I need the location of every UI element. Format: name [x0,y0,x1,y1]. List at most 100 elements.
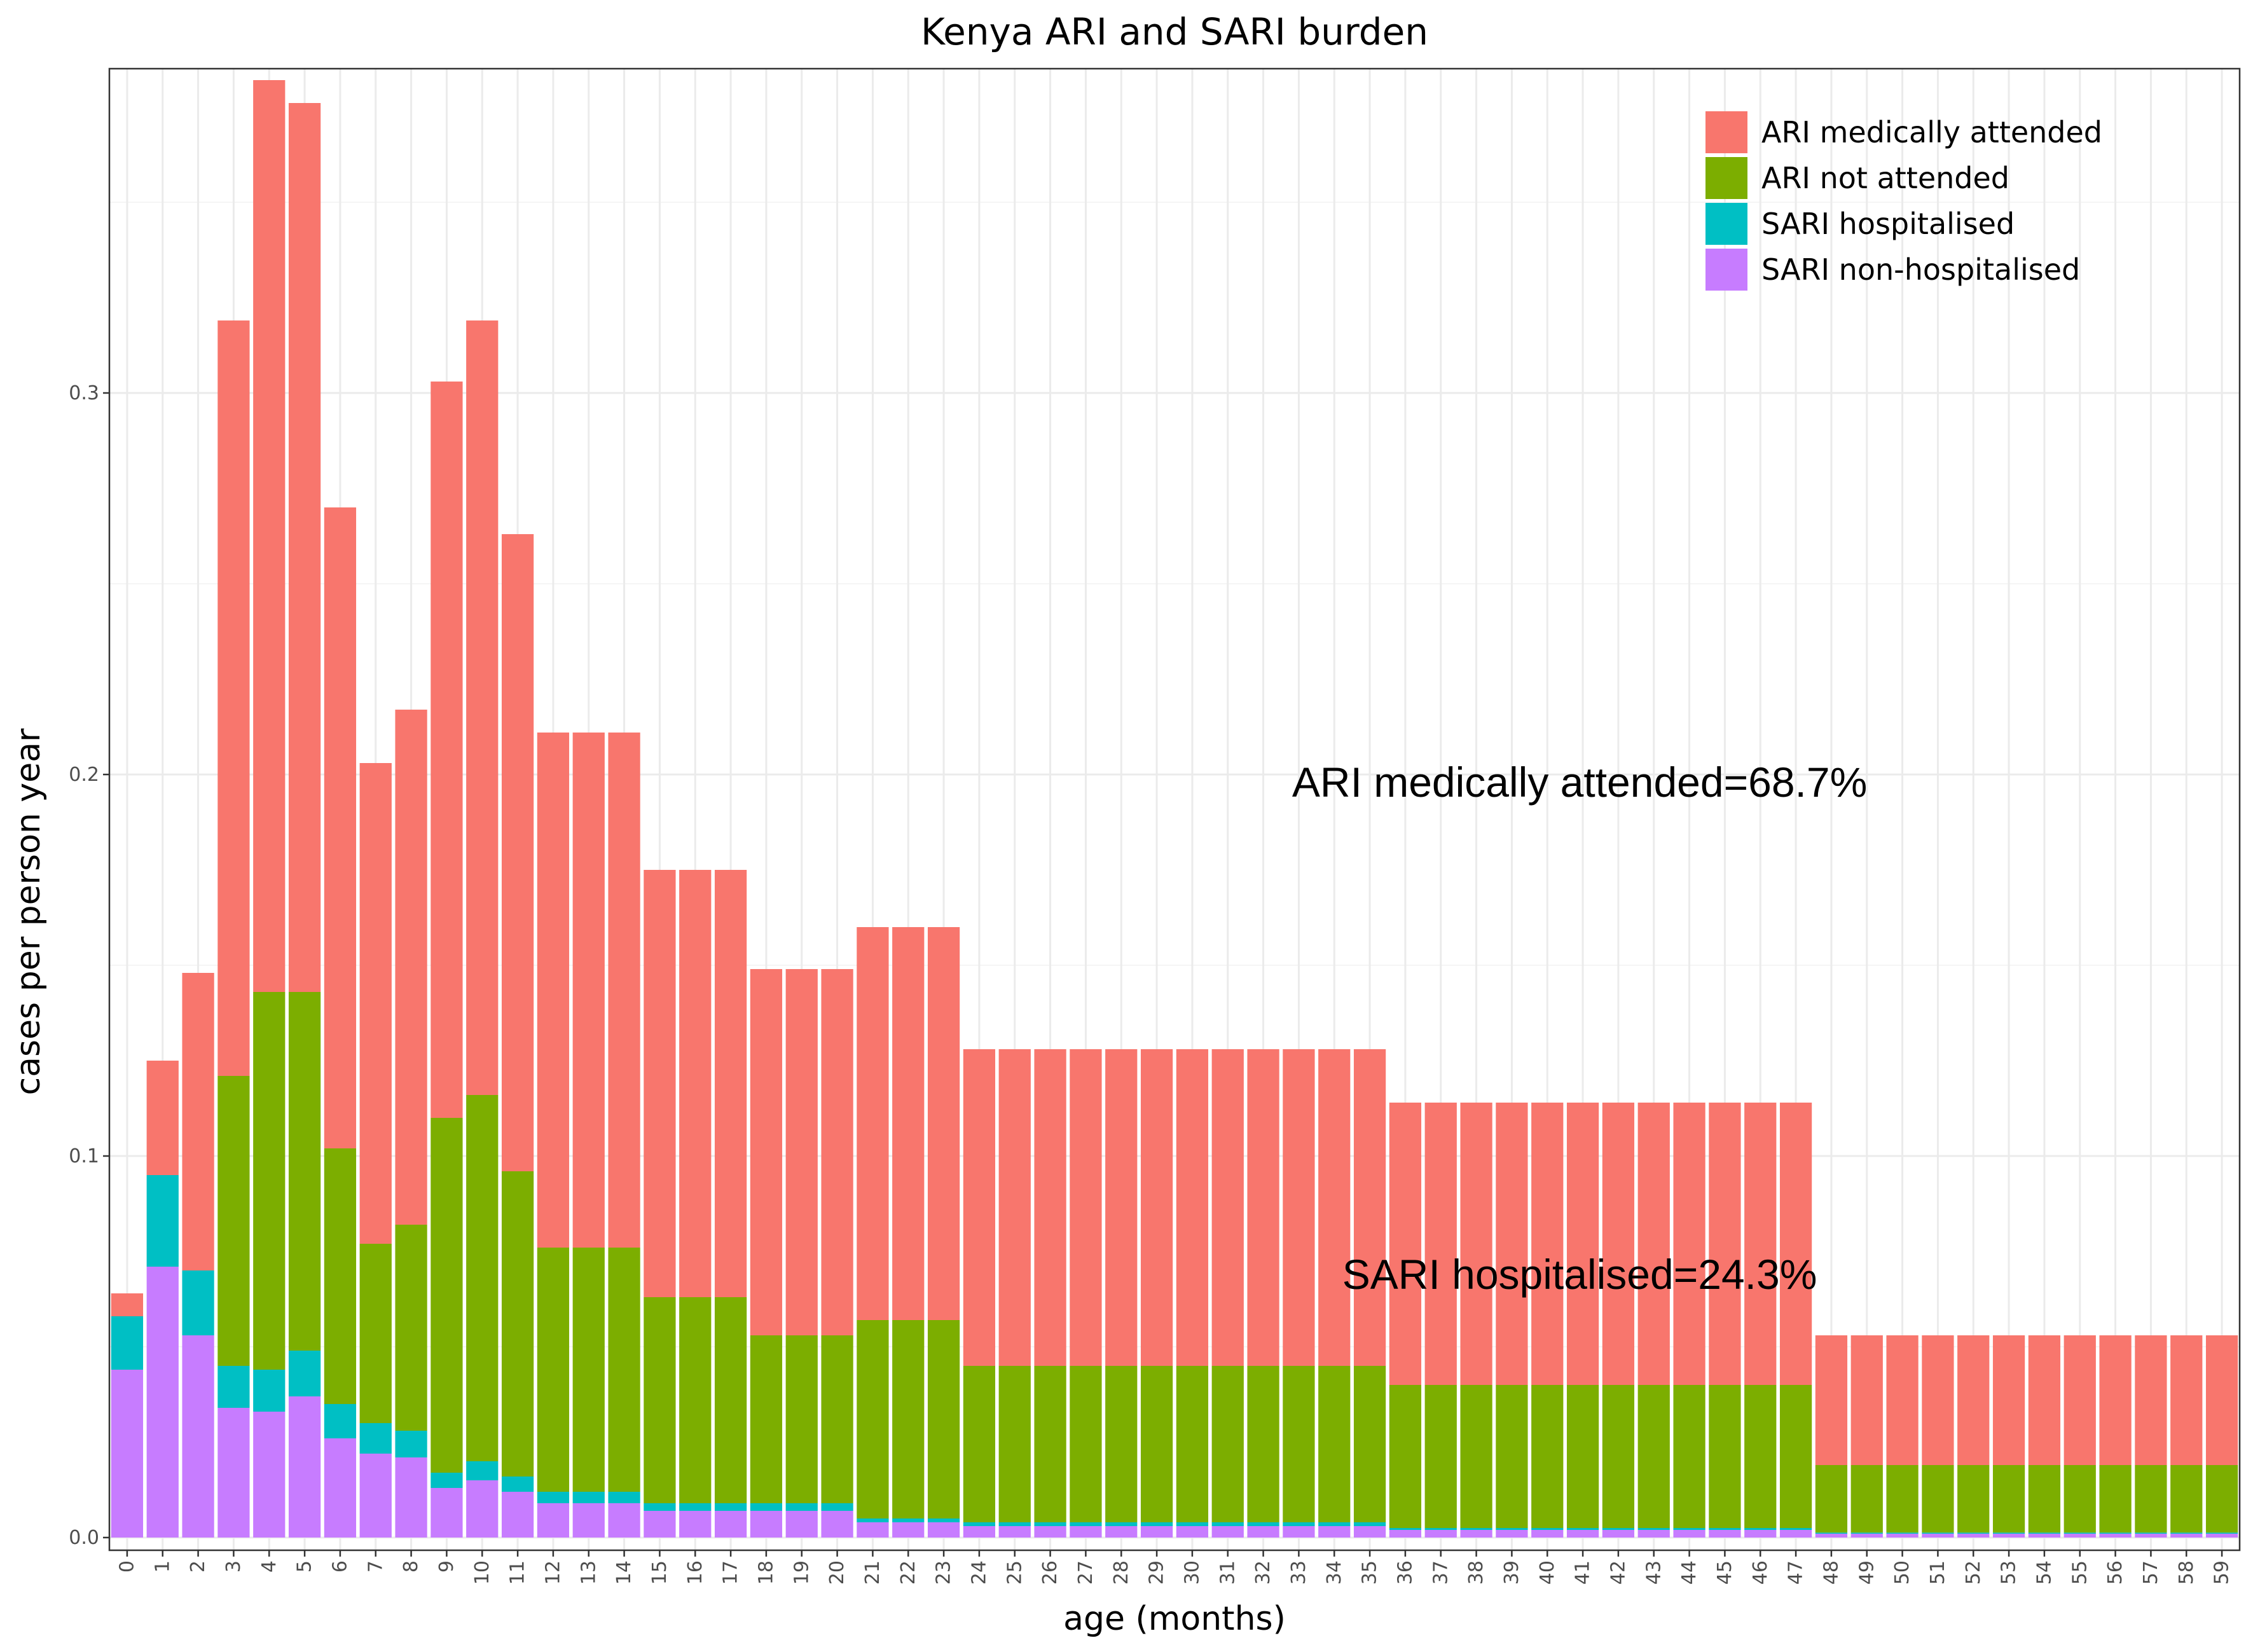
x-tick-label: 16 [684,1560,706,1585]
bar-ari-not-attended-23 [927,1320,960,1518]
x-tick-label: 14 [613,1560,635,1585]
legend-label-ari-medically-attended: ARI medically attended [1761,115,2102,149]
bar-sari-non-hospitalised-37 [1424,1530,1457,1538]
bar-sari-non-hospitalised-44 [1673,1530,1705,1538]
bar-sari-hospitalised-19 [785,1503,818,1511]
bar-sari-hospitalised-37 [1424,1528,1457,1530]
bar-sari-non-hospitalised-35 [1353,1526,1386,1538]
bar-ari-not-attended-50 [1886,1465,1919,1533]
bar-sari-non-hospitalised-41 [1566,1530,1599,1538]
bar-ari-medically-attended-47 [1779,1103,1812,1385]
bar-ari-not-attended-54 [2028,1465,2061,1533]
bar-ari-medically-attended-9 [431,382,463,1118]
bar-sari-non-hospitalised-0 [111,1370,144,1538]
bar-ari-not-attended-35 [1353,1366,1386,1522]
x-axis-title: age (months) [1063,1600,1286,1638]
x-tick-label: 44 [1678,1560,1700,1585]
bar-ari-medically-attended-30 [1176,1049,1209,1366]
bar-ari-not-attended-34 [1318,1366,1351,1522]
bar-ari-not-attended-28 [1105,1366,1138,1522]
bar-sari-hospitalised-53 [1992,1532,2025,1534]
bar-sari-hospitalised-50 [1886,1532,1919,1534]
bar-sari-non-hospitalised-10 [466,1480,499,1538]
bar-ari-medically-attended-17 [714,870,747,1297]
panel-border [108,67,2241,1552]
bar-sari-non-hospitalised-15 [644,1511,676,1538]
bar-ari-medically-attended-20 [821,969,853,1335]
bar-sari-non-hospitalised-42 [1602,1530,1635,1538]
x-tick-label: 5 [294,1560,316,1573]
bar-sari-hospitalised-35 [1353,1522,1386,1526]
bar-ari-not-attended-12 [537,1248,570,1492]
x-tick-label: 36 [1394,1560,1416,1585]
bar-sari-hospitalised-44 [1673,1528,1705,1530]
x-tick-label: 30 [1181,1560,1203,1585]
bar-ari-not-attended-48 [1815,1465,1848,1533]
x-tick-label: 25 [1003,1560,1026,1585]
bar-ari-not-attended-30 [1176,1366,1209,1522]
bar-sari-hospitalised-40 [1531,1528,1564,1530]
bar-ari-not-attended-29 [1140,1366,1173,1522]
bar-ari-not-attended-42 [1602,1385,1635,1528]
x-tick-label: 11 [507,1560,529,1585]
bar-ari-not-attended-53 [1992,1465,2025,1533]
bar-ari-medically-attended-45 [1709,1103,1741,1385]
bar-ari-not-attended-43 [1637,1385,1670,1528]
bar-sari-hospitalised-4 [253,1370,286,1412]
bar-ari-medically-attended-37 [1424,1103,1457,1385]
x-tick-label: 43 [1643,1560,1665,1585]
bar-sari-hospitalised-42 [1602,1528,1635,1530]
bar-sari-hospitalised-7 [359,1423,392,1454]
bar-sari-hospitalised-22 [892,1518,925,1522]
bar-sari-hospitalised-1 [146,1175,179,1267]
bar-sari-hospitalised-58 [2170,1532,2203,1534]
bar-ari-medically-attended-13 [572,733,605,1248]
bar-ari-medically-attended-0 [111,1293,144,1316]
x-tick-label: 34 [1323,1560,1346,1585]
y-axis: 0.0 0.1 0.2 0.3 [69,382,109,1549]
bar-ari-not-attended-39 [1496,1385,1528,1528]
bar-sari-hospitalised-6 [324,1404,357,1438]
bar-sari-non-hospitalised-30 [1176,1526,1209,1538]
bar-ari-not-attended-13 [572,1248,605,1492]
bar-ari-not-attended-15 [644,1297,676,1503]
bar-ari-not-attended-5 [288,992,321,1351]
bar-ari-not-attended-22 [892,1320,925,1518]
bar-ari-not-attended-6 [324,1148,357,1404]
x-tick-label: 31 [1216,1560,1239,1585]
bar-sari-hospitalised-57 [2135,1532,2167,1534]
bar-ari-not-attended-55 [2064,1465,2096,1533]
bar-sari-non-hospitalised-43 [1637,1530,1670,1538]
bar-ari-not-attended-49 [1850,1465,1883,1533]
bar-ari-medically-attended-51 [1922,1335,1954,1465]
x-tick-label: 12 [542,1560,564,1585]
bar-ari-not-attended-51 [1922,1465,1954,1533]
bar-ari-medically-attended-50 [1886,1335,1919,1465]
bar-ari-medically-attended-8 [395,710,427,1225]
bar-sari-non-hospitalised-46 [1744,1530,1777,1538]
x-tick-label: 1 [151,1560,174,1573]
bar-sari-non-hospitalised-1 [146,1267,179,1538]
x-tick-label: 27 [1075,1560,1097,1585]
bar-ari-medically-attended-21 [857,927,889,1320]
x-tick-label: 29 [1146,1560,1168,1585]
annotation-label: ARI medically attended=68.7% [1292,759,1867,806]
bar-sari-non-hospitalised-58 [2170,1534,2203,1538]
bar-ari-not-attended-3 [217,1076,250,1366]
x-tick-label: 47 [1785,1560,1807,1585]
chart-title: Kenya ARI and SARI burden [921,10,1428,53]
x-tick-label: 9 [436,1560,458,1573]
bar-sari-hospitalised-21 [857,1518,889,1522]
bar-ari-medically-attended-39 [1496,1103,1528,1385]
bar-ari-not-attended-8 [395,1225,427,1431]
bar-sari-non-hospitalised-12 [537,1503,570,1538]
bar-ari-medically-attended-27 [1070,1049,1102,1366]
bar-ari-not-attended-33 [1283,1366,1315,1522]
bar-sari-hospitalised-39 [1496,1528,1528,1530]
bar-ari-not-attended-26 [1034,1366,1066,1522]
x-tick-label: 0 [116,1560,138,1573]
bar-sari-hospitalised-3 [217,1366,250,1408]
bar-sari-non-hospitalised-39 [1496,1530,1528,1538]
bar-ari-not-attended-57 [2135,1465,2167,1533]
x-tick-label: 56 [2104,1560,2126,1585]
